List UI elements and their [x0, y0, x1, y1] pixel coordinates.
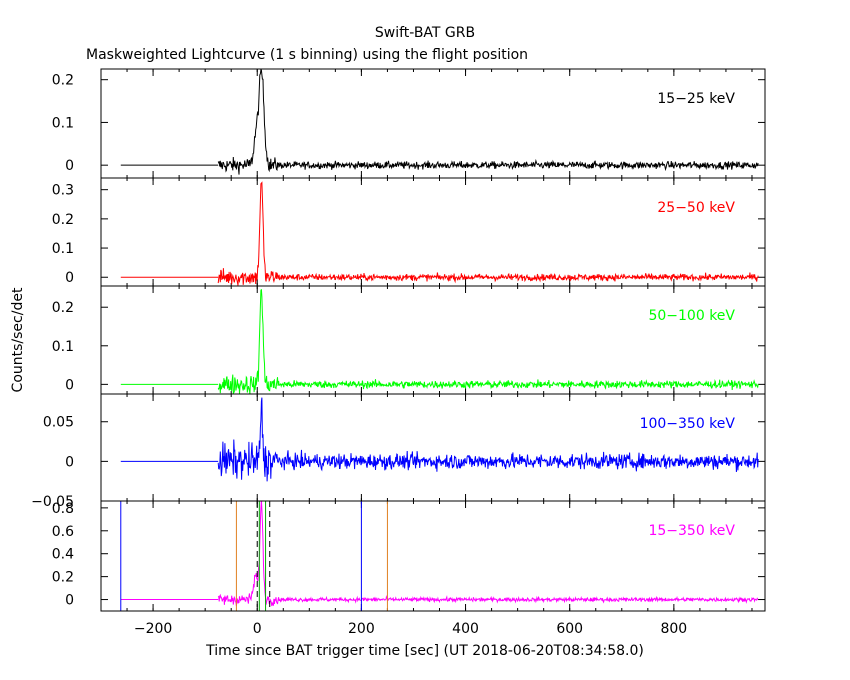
panel-3: 0 0.1 0.2 50−100 keV: [52, 285, 766, 395]
panel-frame: [100, 500, 766, 612]
band-label: 100−350 keV: [640, 416, 736, 432]
y-tick-label: 0.2: [52, 212, 74, 228]
panel-1: 0 0.1 0.2 15−25 keV: [52, 68, 766, 179]
panel-frame: [100, 68, 766, 179]
y-tick-label: 0: [65, 593, 74, 609]
panel-5: 0 0.2 0.4 0.6 0.8 15−350 keV: [52, 500, 766, 612]
y-tick-label: 0.3: [52, 183, 74, 199]
y-tick-label: 0: [65, 158, 74, 174]
y-tick-label: 0: [65, 377, 74, 393]
panel-4: −0.05 0 0.05 100−350 keV: [31, 393, 766, 510]
band-label: 15−25 keV: [657, 91, 735, 107]
x-tick-label: 0: [253, 621, 262, 637]
y-tick-label: 0.2: [52, 300, 74, 316]
y-tick-label: 0.1: [52, 241, 74, 257]
x-tick-label: 400: [452, 621, 479, 637]
chart-subtitle: Maskweighted Lightcurve (1 s binning) us…: [86, 47, 528, 63]
y-tick-label: 0.1: [52, 339, 74, 355]
band-label: 50−100 keV: [648, 308, 735, 324]
y-tick-label: 0: [65, 454, 74, 470]
band-label: 25−50 keV: [657, 200, 735, 216]
series-line: [217, 501, 759, 607]
y-tick-label: 0: [65, 270, 74, 286]
y-tick-label: 0.2: [52, 73, 74, 89]
series-line: [217, 397, 759, 482]
x-tick-label: 200: [348, 621, 375, 637]
y-tick-label: −0.05: [31, 494, 74, 510]
series-line: [217, 69, 759, 175]
y-tick-label: 0.1: [52, 115, 74, 131]
y-tick-label: 0.6: [52, 524, 74, 540]
chart-title: Swift-BAT GRB: [375, 25, 475, 41]
panel-frame: [100, 285, 766, 395]
series-line: [217, 289, 759, 394]
y-tick-label: 0.05: [43, 415, 74, 431]
series-line: [217, 181, 759, 286]
panel-frame: [100, 393, 766, 502]
x-tick-label: 800: [660, 621, 687, 637]
y-axis-label: Counts/sec/det: [10, 287, 26, 392]
x-tick-label: −200: [134, 621, 172, 637]
x-tick-label: 600: [556, 621, 583, 637]
band-label: 15−350 keV: [648, 523, 735, 539]
y-tick-label: 0.2: [52, 570, 74, 586]
y-tick-label: 0.8: [52, 501, 74, 517]
panel-2: 0 0.1 0.2 0.3 25−50 keV: [52, 177, 766, 287]
panel-frame: [100, 177, 766, 287]
x-axis-label: Time since BAT trigger time [sec] (UT 20…: [205, 643, 644, 659]
y-tick-label: 0.4: [52, 547, 74, 563]
